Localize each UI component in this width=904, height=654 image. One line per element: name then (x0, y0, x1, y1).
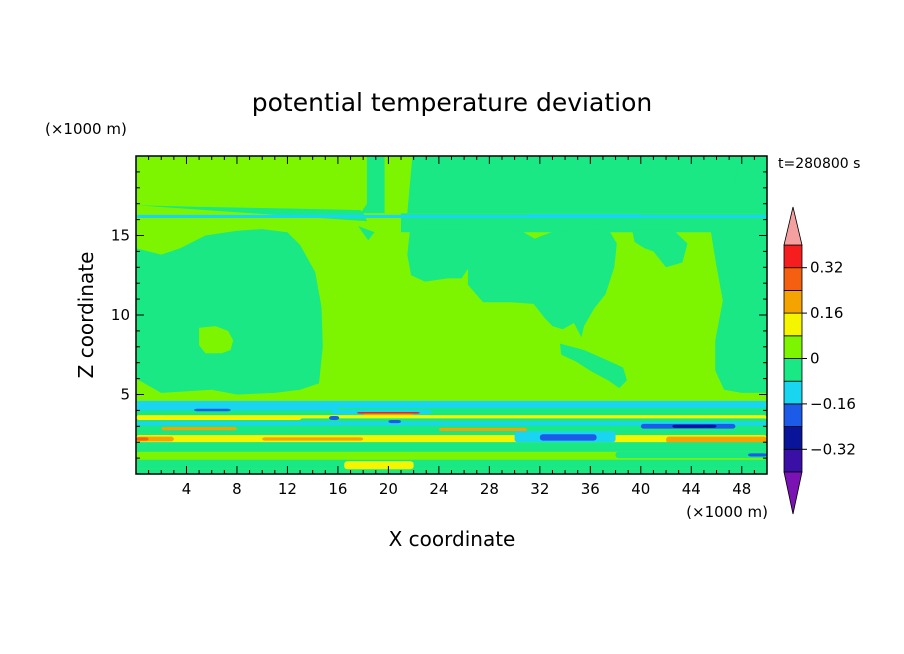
contour-band-23 (344, 461, 414, 470)
x-tick-label: 4 (182, 480, 192, 498)
colorbar-segment (783, 335, 803, 359)
contour-band-27 (329, 415, 340, 420)
x-tick-label: 16 (328, 480, 347, 498)
contour-band-12 (438, 427, 528, 432)
contour-band-11 (161, 427, 237, 431)
contour-band-0 (136, 404, 767, 409)
colorbar-segment (783, 426, 803, 450)
x-tick-label: 12 (278, 480, 297, 498)
contour-band-18 (666, 436, 767, 443)
contour-band-16 (136, 437, 149, 441)
x-axis-label: X coordinate (389, 527, 516, 551)
contour-band-30 (527, 214, 641, 217)
contour-band-8 (136, 421, 767, 426)
contour-region-12 (384, 156, 413, 214)
contour-band-22 (136, 451, 767, 460)
colorbar-segment (783, 380, 803, 405)
x-tick-label: 36 (581, 480, 600, 498)
z-tick-label: 15 (111, 227, 130, 245)
contour-region-4 (136, 205, 367, 222)
x-tick-label: 40 (631, 480, 650, 498)
x-tick-label: 48 (732, 480, 751, 498)
contour-band-13 (136, 431, 767, 436)
x-unit-label: (×1000 m) (686, 503, 768, 521)
contour-region-5 (358, 226, 375, 241)
contour-band-21 (136, 442, 767, 452)
contour-region-11 (199, 326, 234, 354)
contour-band-20 (539, 434, 597, 441)
time-label: t=280800 s (778, 156, 860, 172)
z-tick-label: 5 (120, 386, 130, 404)
colorbar-segment (783, 289, 803, 314)
colorbar-tick-label: 0.32 (810, 259, 843, 277)
contour-band-10 (672, 424, 717, 428)
contour-band-28 (388, 419, 402, 424)
contour-region-9 (560, 343, 627, 389)
x-axis: 4 8 12 16 20 24 28 32 36 40 44 48 (148, 156, 755, 498)
contour-band-26 (136, 400, 767, 405)
contour-band-4 (356, 411, 420, 414)
contour-region-8 (710, 210, 767, 393)
colorbar-bottom-arrow (783, 471, 803, 515)
colorbar-top-arrow (783, 206, 803, 246)
colorbar-tick-label: −0.32 (810, 440, 856, 458)
chart-title: potential temperature deviation (252, 88, 652, 117)
x-tick-label: 32 (530, 480, 549, 498)
colorbar-segment (783, 244, 803, 269)
colorbar-segment (783, 267, 803, 291)
z-tick-label: 10 (111, 306, 130, 324)
contour-band-25 (748, 453, 767, 457)
colorbar-segment (783, 358, 803, 382)
contour-band-17 (262, 437, 364, 441)
contour-band-7 (300, 418, 767, 422)
contour-band-2 (194, 408, 231, 412)
contour-band-1 (136, 407, 338, 411)
colorbar-segment (783, 403, 803, 427)
colorbar-segment (783, 312, 803, 337)
contour-band-29 (136, 214, 767, 219)
colorbar: 0.32 0.16 0 −0.16 −0.32 (783, 206, 856, 515)
z-unit-label: (×1000 m) (45, 120, 127, 138)
colorbar-tick-label: −0.16 (810, 395, 856, 413)
z-axis: 5 10 15 (111, 171, 767, 459)
contour-region-1 (366, 156, 767, 214)
contour-region-7 (632, 229, 688, 268)
y-axis-label: Z coordinate (74, 252, 98, 379)
colorbar-tick-label: 0.16 (810, 304, 843, 322)
contour-field (136, 156, 767, 474)
x-tick-label: 24 (429, 480, 448, 498)
colorbar-segment (783, 448, 803, 473)
contour-region-10 (732, 156, 767, 212)
contour-region-6 (407, 229, 617, 338)
x-tick-label: 44 (682, 480, 701, 498)
x-tick-label: 28 (480, 480, 499, 498)
contour-band-24 (615, 451, 767, 459)
colorbar-tick-label: 0 (810, 350, 820, 368)
x-tick-label: 20 (379, 480, 398, 498)
contour-region-0 (136, 229, 323, 395)
contour-band-5 (363, 413, 414, 415)
x-tick-label: 8 (232, 480, 242, 498)
